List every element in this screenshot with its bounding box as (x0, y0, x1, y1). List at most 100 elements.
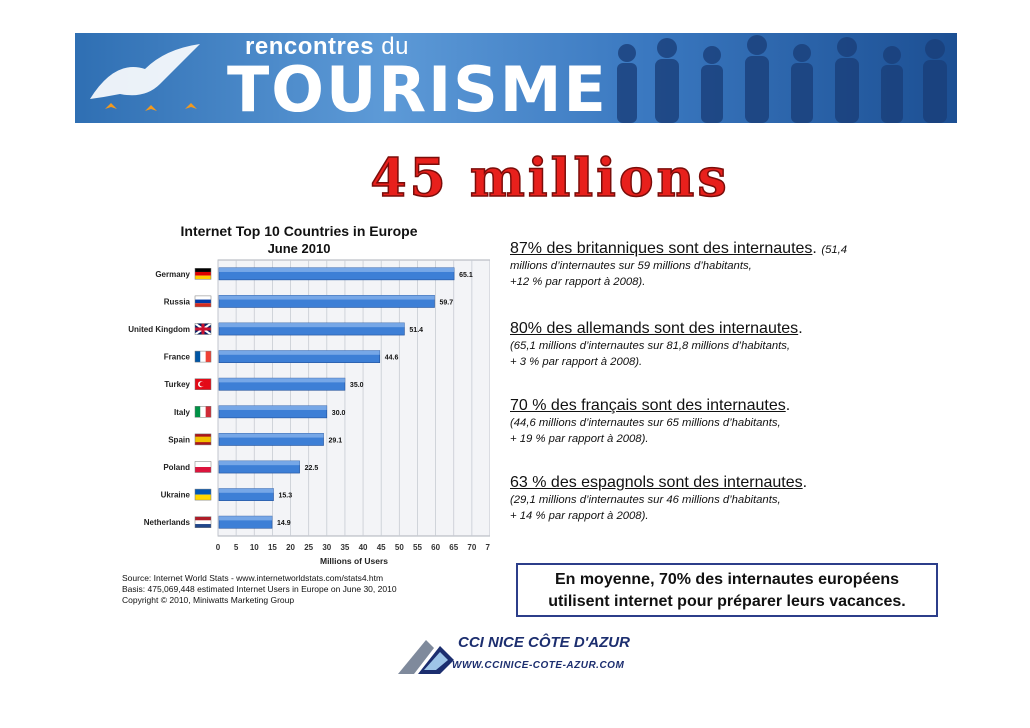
flag-border (194, 461, 212, 473)
x-tick-label: 40 (359, 543, 368, 552)
category-label: Germany (155, 270, 190, 279)
flag-stripe (195, 268, 211, 272)
bar-highlight (219, 295, 435, 300)
x-tick-label: 35 (340, 543, 349, 552)
bar-highlight (219, 460, 300, 466)
flag-stripe (195, 436, 211, 443)
stat-francais: 70 % des français sont des internautes. … (510, 397, 950, 447)
stat-detail: (44,6 millions d’internautes sur 65 mill… (510, 417, 781, 429)
bar-highlight (219, 378, 345, 383)
x-tick-label: 65 (449, 543, 458, 552)
category-label: Ukraine (161, 491, 191, 500)
chart-panel: Internet Top 10 Countries in Europe June … (118, 218, 490, 613)
flag-border (194, 323, 212, 335)
chart-source-line: Source: Internet World Stats - www.inter… (122, 573, 383, 583)
cci-name: CCI NICE CÔTE D'AZUR (458, 634, 630, 651)
flag-stripe (195, 494, 211, 501)
flag-stripe (195, 275, 211, 280)
callout-line: En moyenne, 70% des internautes européen… (554, 571, 900, 588)
banner-title: TOURISME (227, 53, 608, 123)
category-label: Spain (168, 435, 190, 444)
stat-detail: millions d’internautes sur 59 millions d… (510, 260, 752, 272)
flag-stripe (195, 406, 201, 418)
flag-border (194, 350, 212, 363)
cci-footer-logo: CCI NICE CÔTE D'AZUR WWW.CCINICE-COTE-AZ… (396, 630, 636, 690)
stat-espagnols: 63 % des espagnols sont des internautes.… (510, 474, 950, 524)
x-tick-label: 50 (395, 543, 404, 552)
flag-stripe (195, 351, 201, 363)
x-tick-label: 5 (234, 543, 239, 552)
stat-head: 80% des allemands sont des internautes (510, 320, 799, 337)
dove-logo-icon (90, 44, 200, 111)
x-tick-label: 55 (413, 543, 422, 552)
x-tick-label: 30 (322, 543, 331, 552)
chart-source-line: Basis: 475,069,448 estimated Internet Us… (122, 584, 397, 594)
flag-border (194, 268, 212, 280)
stat-allemands: 80% des allemands sont des internautes. … (510, 320, 950, 370)
bar-highlight (219, 322, 405, 328)
bar-highlight (219, 405, 327, 410)
flag-stripe (205, 351, 211, 363)
flag-stripe (195, 327, 211, 331)
bar-value-label: 15.3 (278, 493, 292, 500)
stat-detail: (65,1 millions d’internautes sur 81,8 mi… (510, 340, 791, 352)
flag-stripe (195, 461, 211, 467)
chart-title: Internet Top 10 Countries in Europe (181, 223, 418, 239)
flag-border (194, 406, 212, 418)
bar-highlight (219, 488, 274, 493)
flag-stripe (195, 489, 211, 495)
flag-emblem (199, 381, 205, 387)
flag-stripe (195, 516, 211, 521)
internet-users-bar-chart: Internet Top 10 Countries in Europe June … (122, 223, 490, 605)
vacation-callout-box: En moyenne, 70% des internautes européen… (516, 563, 938, 617)
flag-border (194, 488, 212, 501)
headline-45-millions: 45 millions (370, 150, 729, 206)
x-tick-label: 0 (216, 543, 221, 552)
flag-stripe (195, 299, 211, 304)
cci-logo-icon (398, 640, 454, 674)
flag-stripe (195, 303, 211, 307)
stat-detail: (29,1 millions d’internautes sur 46 mill… (510, 494, 781, 506)
x-tick-label: 70 (467, 543, 476, 552)
flag-stripe (195, 271, 211, 276)
x-tick-label: 25 (304, 543, 313, 552)
stat-tail: (51,4 (821, 244, 848, 256)
bar-value-label: 14.9 (277, 520, 291, 527)
x-tick-label: 20 (286, 543, 295, 552)
crowd-silhouettes-icon (617, 35, 947, 123)
bar-highlight (219, 267, 455, 272)
category-label: Turkey (164, 380, 190, 389)
x-axis-label: Millions of Users (320, 556, 388, 566)
x-tick-label: 45 (377, 543, 386, 552)
bar-value-label: 29.1 (329, 437, 343, 444)
x-tick-label: 75 (486, 543, 490, 552)
stat-britanniques: 87% des britanniques sont des internaute… (510, 240, 950, 290)
category-label: Italy (174, 408, 191, 417)
stat-detail: +12 % par rapport à 2008). (510, 276, 646, 288)
flag-stripe (195, 467, 211, 473)
bar-value-label: 22.5 (305, 465, 319, 472)
tourism-banner: rencontres du TOURISME (75, 33, 957, 123)
stat-detail: + 3 % par rapport à 2008). (510, 356, 643, 368)
bar-value-label: 65.1 (459, 272, 473, 279)
flag-stripe (195, 295, 211, 300)
x-tick-label: 10 (250, 543, 259, 552)
bar-value-label: 30.0 (332, 410, 346, 417)
flag-stripe (205, 406, 211, 418)
category-label: United Kingdom (128, 325, 190, 334)
category-label: Poland (163, 463, 190, 472)
callout-line: utilisent internet pour préparer leurs v… (548, 593, 906, 610)
x-tick-label: 15 (268, 543, 277, 552)
bar-value-label: 59.7 (440, 299, 454, 306)
category-label: France (164, 353, 191, 362)
stat-head: 70 % des français sont des internautes (510, 397, 786, 414)
bar-highlight (219, 433, 324, 438)
flag-stripe (200, 406, 206, 418)
svg-text:45 millions: 45 millions (370, 150, 729, 206)
flag-border (194, 295, 212, 308)
flag-stripe (195, 524, 211, 528)
chart-source-line: Copyright © 2010, Miniwatts Marketing Gr… (122, 595, 294, 605)
stat-detail: + 19 % par rapport à 2008). (510, 433, 649, 445)
bar-highlight (219, 350, 380, 355)
stat-detail: + 14 % par rapport à 2008). (510, 510, 649, 522)
